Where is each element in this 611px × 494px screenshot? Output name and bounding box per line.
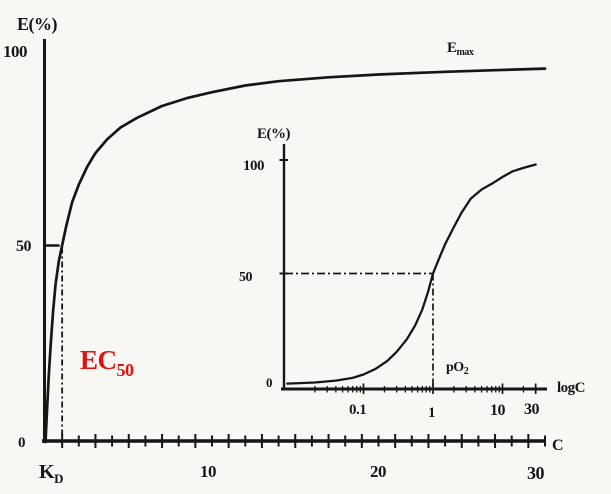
inset-y-tick-label-100: 100 <box>243 158 264 174</box>
inset-ref <box>285 272 434 388</box>
emax-label: Emax <box>447 40 474 58</box>
inset-x-tick-label-10: 10 <box>490 402 506 419</box>
inset-plot: E(%) 100 50 0 0.1 1 10 30 logC pO2 <box>239 126 586 421</box>
ec50-sub: 50 <box>117 360 135 380</box>
inset-y-tick-label-50: 50 <box>239 270 253 285</box>
po2-label: pO2 <box>446 360 469 377</box>
main-x-tick-label-20: 20 <box>370 462 386 481</box>
main-y-tick-label-100: 100 <box>3 42 27 61</box>
main-y-tick-label-0: 0 <box>18 435 25 451</box>
inset-curve <box>286 163 537 385</box>
inset-x-tick-label-1: 1 <box>428 405 435 421</box>
kd-sub: D <box>54 471 63 486</box>
inset-x-tick-label-0p1: 0.1 <box>349 402 366 418</box>
main-ref <box>43 244 64 439</box>
inset-x-axis-title: logC <box>557 380 585 396</box>
ec50-base: EC <box>80 345 117 375</box>
inset-y-axis-title: E(%) <box>257 126 291 142</box>
po2-sub: 2 <box>464 366 469 377</box>
po2-base: pO <box>446 360 464 375</box>
emax-sub: max <box>457 47 474 58</box>
inset-y-tick-label-0: 0 <box>266 375 272 390</box>
ec50-label: EC50 <box>80 345 134 380</box>
main-x-tick-label-30: 30 <box>527 463 545 483</box>
main-x-tick-label-10: 10 <box>200 462 216 481</box>
inset-x-ticks <box>279 159 537 394</box>
kd-base: K <box>39 461 55 483</box>
main-x-axis-title: C <box>552 437 563 454</box>
main-curve <box>44 67 547 444</box>
main-x-ticks <box>61 434 546 448</box>
inset-x-tick-label-30: 30 <box>524 401 540 418</box>
main-y-tick-label-50: 50 <box>16 238 32 255</box>
main-plot: E(%) 100 50 0 10 20 30 C KD Emax EC50 <box>3 14 564 486</box>
main-y-axis-title: E(%) <box>17 14 58 35</box>
emax-base: E <box>447 40 457 56</box>
kd-label: KD <box>39 461 63 486</box>
